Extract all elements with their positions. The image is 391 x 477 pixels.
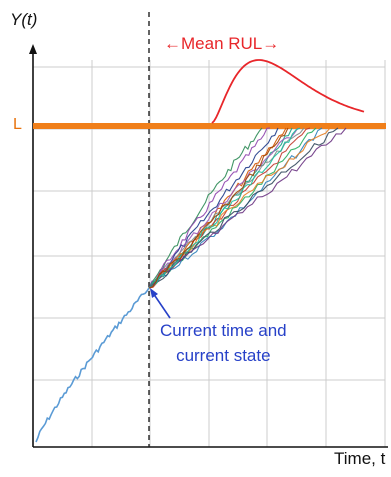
y-axis-arrow (29, 44, 37, 54)
rul-distribution-curve (211, 59, 365, 124)
simulated-trajectory (148, 127, 263, 289)
simulated-trajectory (148, 127, 301, 289)
simulated-trajectory (148, 127, 289, 289)
threshold-label: L (13, 116, 22, 133)
annotation-line-1: Current time and (160, 321, 287, 340)
mean-rul-label: ←Mean RUL→ (164, 34, 280, 53)
simulated-trajectory (148, 127, 331, 289)
annotation-arrowhead (150, 288, 158, 298)
simulated-trajectory (148, 127, 347, 289)
degradation-curves (33, 59, 386, 443)
x-axis-label: Time, t (334, 449, 386, 468)
simulated-trajectory (148, 127, 299, 289)
simulated-trajectory (148, 127, 339, 289)
simulated-trajectory (148, 127, 323, 289)
axes (29, 12, 388, 448)
current-state-annotation: Current time and current state (160, 318, 287, 368)
annotation-arrow (152, 292, 171, 319)
y-axis-label: Y(t) (10, 10, 38, 29)
simulated-trajectory (148, 127, 271, 289)
annotation-line-2: current state (176, 346, 271, 365)
history-trajectory (35, 287, 150, 443)
grid-lines (33, 60, 386, 447)
